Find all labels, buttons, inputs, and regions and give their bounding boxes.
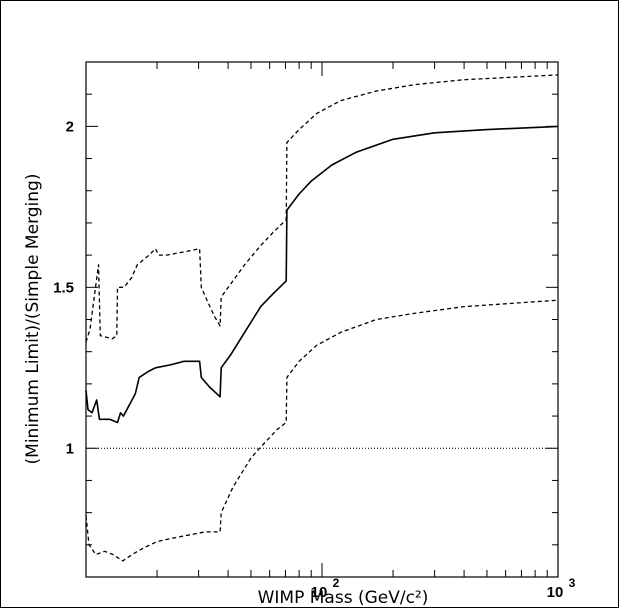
series-group — [85, 74, 559, 562]
y-tick-labels: 11.52 — [53, 118, 74, 457]
y-tick-label: 2 — [66, 118, 74, 135]
y-tick-label: 1 — [66, 440, 74, 457]
x-tick-label: 10 — [311, 584, 328, 601]
axis-ticks — [85, 61, 559, 578]
x-axis-label: WIMP Mass (GeV/c²) — [258, 588, 429, 608]
x-tick-label: 10 — [547, 584, 564, 601]
x-tick-label-exponent: 3 — [569, 576, 576, 590]
y-axis-label: (Minimum Limit)/(Simple Merging) — [23, 174, 43, 465]
series-band-line-2 — [85, 299, 559, 562]
series-band-line-1 — [85, 74, 559, 343]
x-tick-labels: 10 2 10 3 — [311, 576, 576, 601]
series-central-line — [85, 125, 559, 424]
x-tick-label-exponent: 2 — [333, 576, 340, 590]
y-tick-label: 1.5 — [53, 279, 74, 296]
